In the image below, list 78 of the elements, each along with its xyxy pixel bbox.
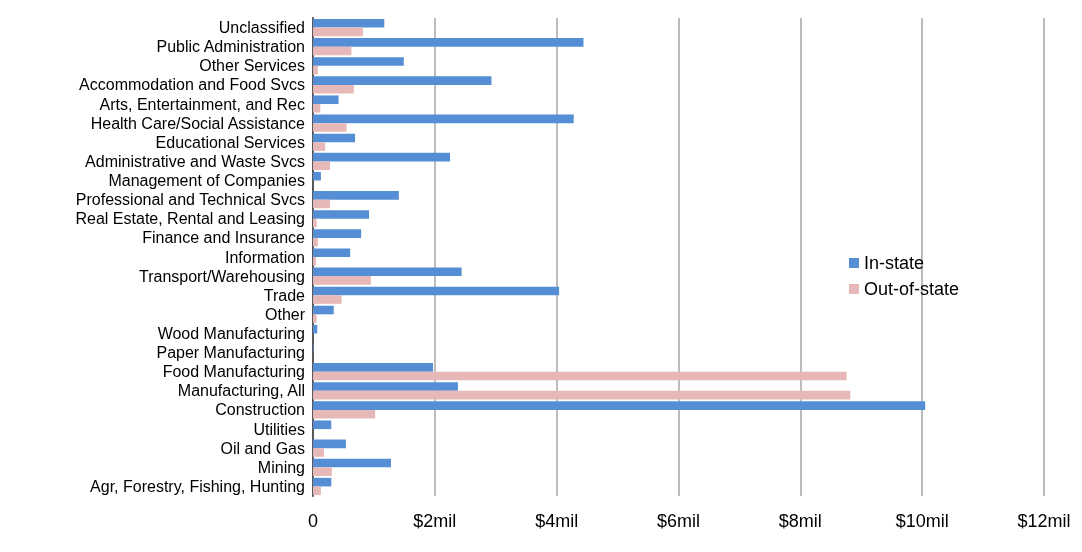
bar — [313, 133, 356, 143]
legend-label: In-state — [863, 253, 924, 273]
bar — [313, 458, 391, 468]
bar — [313, 477, 332, 487]
y-tick-label: Professional and Technical Svcs — [75, 191, 305, 209]
bar — [313, 46, 352, 56]
bar — [313, 420, 332, 430]
bar — [313, 123, 347, 132]
bar — [313, 57, 404, 66]
bar — [313, 27, 363, 37]
y-tick-label: Accommodation and Food Svcs — [79, 76, 305, 94]
bar — [313, 229, 362, 238]
x-tick-label: $6mil — [656, 511, 701, 531]
y-tick-label: Finance and Insurance — [142, 229, 306, 247]
y-tick-label: Mining — [257, 458, 305, 476]
y-tick-label: Health Care/Social Assistance — [90, 114, 306, 132]
bar — [313, 363, 434, 372]
bar — [313, 371, 847, 381]
legend-label: Out-of-state — [863, 279, 960, 299]
bar — [313, 257, 317, 266]
y-tick-label: Real Estate, Rental and Leasing — [75, 210, 305, 228]
bar — [313, 218, 317, 228]
bar — [313, 76, 492, 85]
bar — [313, 390, 851, 400]
y-tick-label: Utilities — [253, 420, 305, 438]
y-tick-label: Trade — [263, 286, 306, 304]
x-tick-label: $12mil — [1017, 511, 1071, 531]
bar — [313, 237, 318, 247]
y-tick-label: Paper Manufacturing — [156, 344, 305, 362]
y-tick-label: Information — [224, 248, 305, 266]
bar — [313, 84, 354, 94]
bar — [313, 467, 332, 476]
bar — [313, 382, 458, 391]
x-tick-label: 0 — [307, 511, 319, 531]
y-tick-label: Oil and Gas — [220, 439, 305, 457]
y-tick-label: Other Services — [199, 57, 305, 75]
bar — [313, 161, 331, 170]
bar — [313, 486, 321, 496]
bar — [313, 439, 346, 449]
bar — [313, 305, 334, 315]
bar — [313, 210, 370, 219]
y-tick-label: Management of Companies — [108, 172, 305, 190]
bar — [313, 409, 376, 419]
bar — [313, 18, 385, 28]
y-tick-label: Other — [264, 305, 306, 323]
bar — [313, 248, 351, 257]
bar — [313, 152, 451, 162]
bar — [313, 191, 399, 200]
bar — [313, 114, 574, 124]
y-tick-label: Agr, Forestry, Fishing, Hunting — [90, 477, 305, 495]
y-tick-label: Public Administration — [156, 38, 305, 56]
bar — [313, 199, 331, 209]
bar — [313, 401, 926, 410]
y-tick-label: Wood Manufacturing — [157, 324, 305, 342]
y-tick-label: Unclassified — [218, 19, 305, 37]
y-tick-label: Transport/Warehousing — [139, 267, 305, 285]
x-tick-label: $8mil — [778, 511, 822, 531]
bar — [313, 314, 317, 323]
y-tick-label: Manufacturing, All — [177, 382, 305, 400]
y-tick-label: Administrative and Waste Svcs — [85, 152, 305, 170]
bar — [313, 142, 326, 151]
x-tick-label: $4mil — [535, 511, 579, 531]
bar — [313, 38, 584, 47]
bar — [313, 171, 321, 181]
bar — [313, 448, 324, 457]
bar — [313, 267, 462, 277]
y-tick-label: Construction — [215, 401, 305, 419]
y-tick-label: Educational Services — [155, 133, 305, 151]
y-tick-label: Arts, Entertainment, and Rec — [99, 95, 305, 113]
bar — [313, 286, 560, 296]
y-tick-label: Food Manufacturing — [162, 363, 305, 381]
x-tick-label: $10mil — [895, 511, 949, 531]
x-tick-label: $2mil — [413, 511, 457, 531]
bar — [313, 65, 318, 75]
bar — [313, 104, 321, 113]
bar — [313, 95, 339, 105]
bar — [313, 276, 371, 285]
bar — [313, 295, 342, 304]
